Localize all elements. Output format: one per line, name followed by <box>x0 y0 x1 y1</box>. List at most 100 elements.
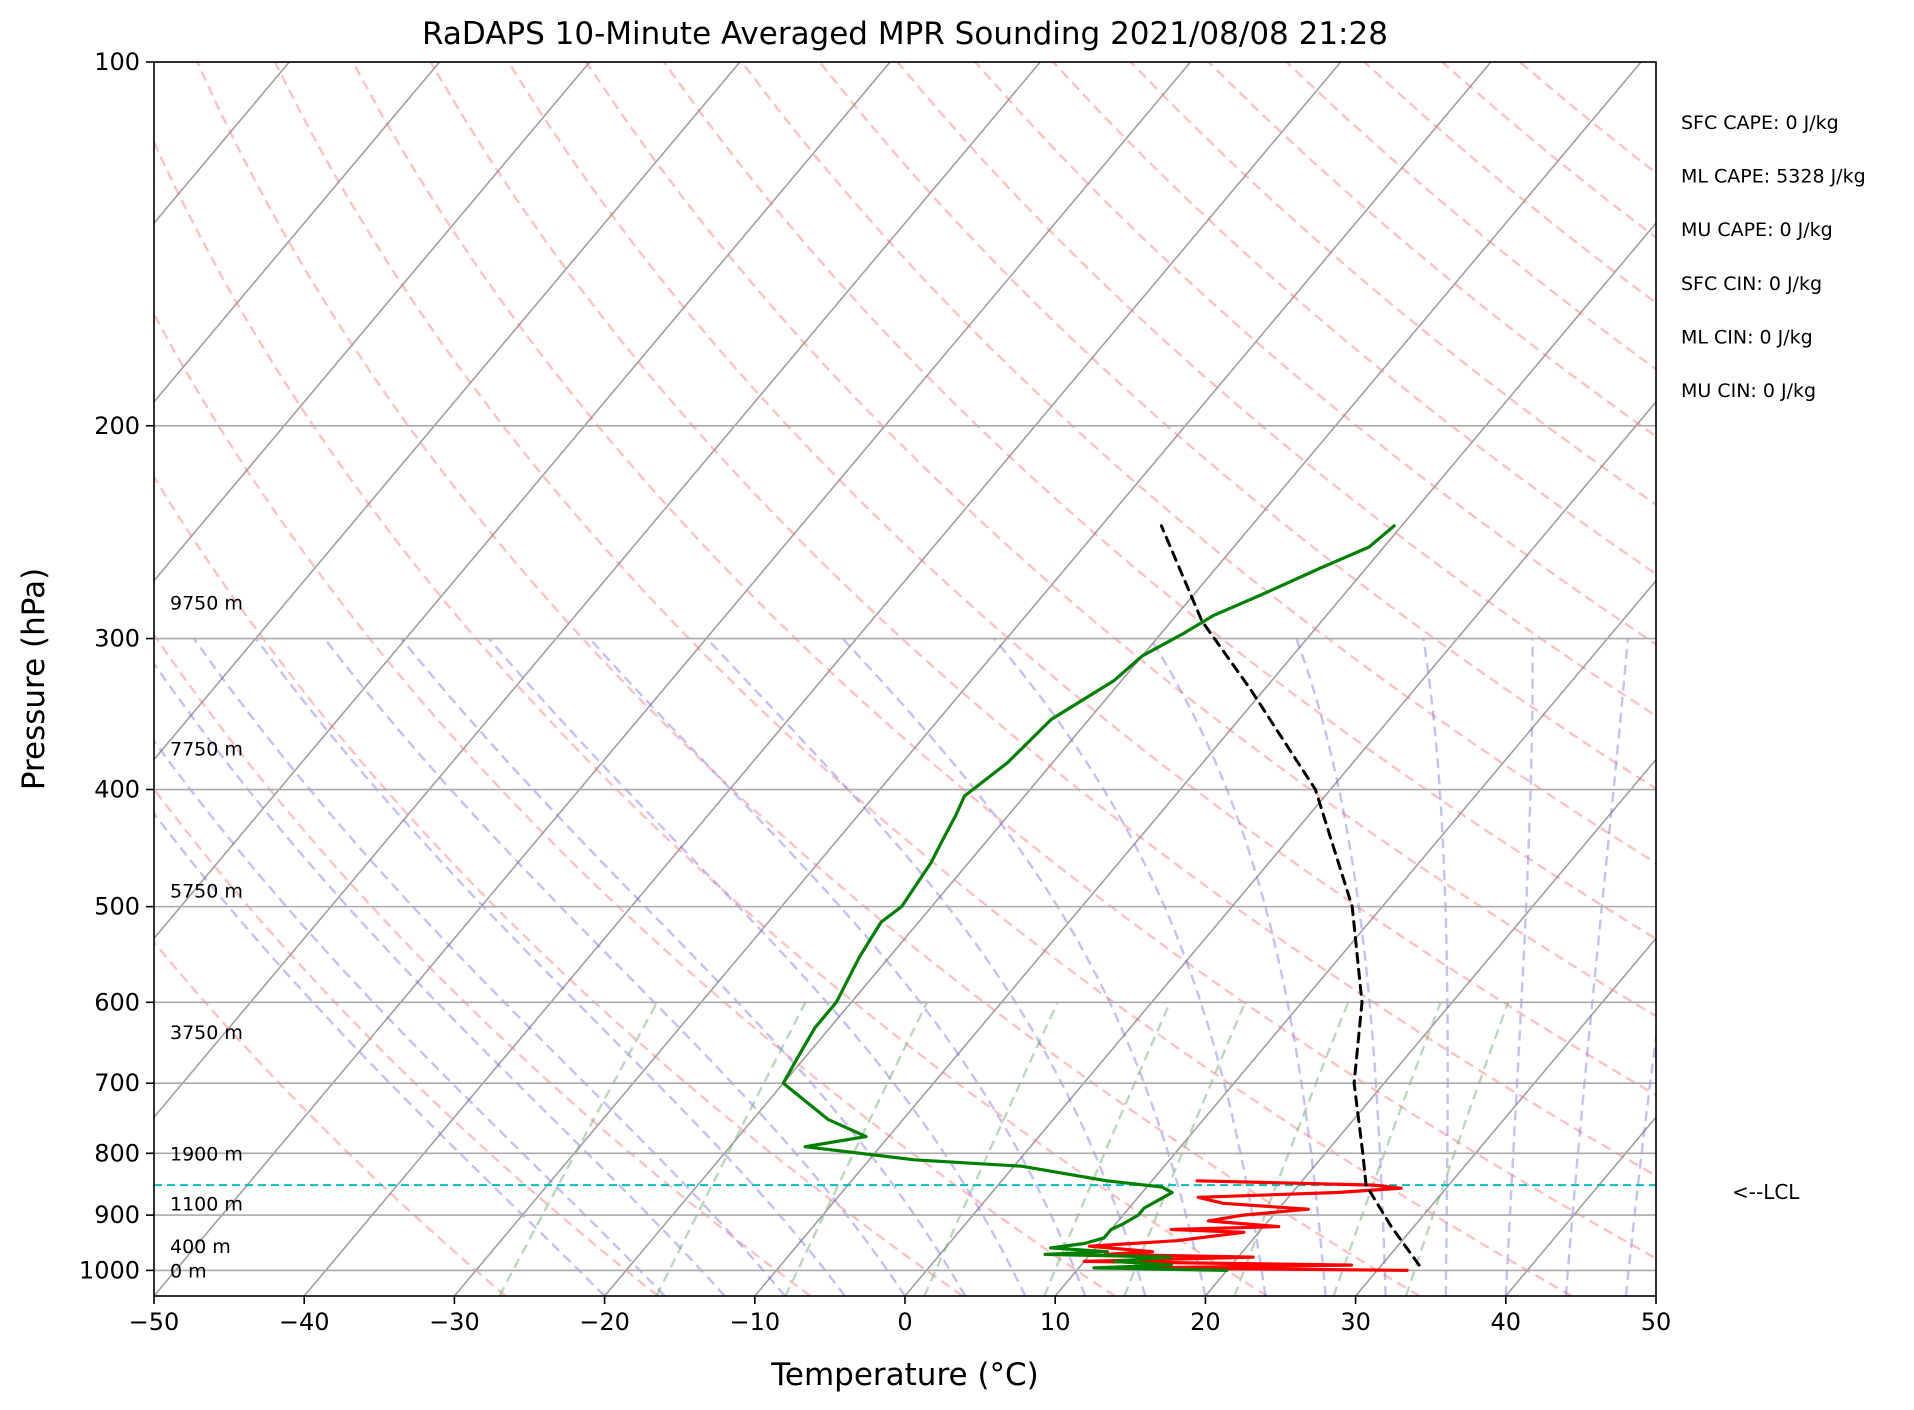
profile-series <box>781 524 1421 1273</box>
annotation-text: SFC CIN: 0 J/kg <box>1681 273 1822 295</box>
x-tick-label: −10 <box>729 1308 780 1336</box>
x-tick-label: 40 <box>1491 1308 1522 1336</box>
moist-adiabat-line <box>1624 1028 1656 1296</box>
background-lines <box>154 62 1914 1296</box>
height-label: 7750 m <box>170 739 243 761</box>
isotherm-line <box>154 62 441 404</box>
moist-adiabat-line <box>1149 637 1327 1296</box>
dry-adiabat-line <box>154 940 507 1296</box>
y-tick-label: 400 <box>94 776 140 804</box>
moist-adiabat-line <box>192 637 786 1296</box>
mixing-ratio-line <box>1043 1001 1172 1296</box>
moist-adiabat-line <box>588 637 1087 1296</box>
isotherm-line <box>453 62 1492 1296</box>
annotation-text: ML CAPE: 5328 J/kg <box>1681 166 1866 188</box>
dry-adiabat-line <box>1129 62 1656 507</box>
isotherm-line <box>154 62 741 761</box>
moist-adiabat-line <box>254 637 846 1296</box>
y-tick-label: 800 <box>94 1139 140 1167</box>
chart-title: RaDAPS 10-Minute Averaged MPR Sounding 2… <box>422 16 1388 52</box>
annotation-text: MU CAPE: 0 J/kg <box>1681 219 1833 241</box>
isotherm-line <box>603 62 1642 1296</box>
dry-adiabat-line <box>1052 62 1656 576</box>
moist-adiabat-line <box>323 637 906 1296</box>
series-line-2 <box>1159 524 1421 1267</box>
dry-adiabat-line <box>1519 62 1656 175</box>
x-tick-label: 50 <box>1641 1308 1672 1336</box>
dry-adiabat-line <box>818 62 1656 791</box>
x-tick-label: 30 <box>1340 1308 1371 1336</box>
height-label: 1900 m <box>170 1143 243 1165</box>
mixing-ratio-line <box>1404 1001 1510 1296</box>
x-tick-label: −20 <box>579 1308 630 1336</box>
isotherm-line <box>154 62 1041 1119</box>
x-tick-label: 20 <box>1190 1308 1221 1336</box>
height-label: 9750 m <box>170 592 243 614</box>
moist-adiabat-line <box>1564 638 1630 1296</box>
isotherm-line <box>154 62 891 940</box>
moist-adiabat-line <box>706 637 1147 1296</box>
y-axis-label: Pressure (hPa) <box>16 568 52 790</box>
cape-cin-annotations: SFC CAPE: 0 J/kg ML CAPE: 5328 J/kg MU CAP… <box>1681 112 1866 402</box>
isotherm-line <box>1054 579 1656 1296</box>
mixing-ratio-line <box>923 1001 1059 1296</box>
y-tick-label: 700 <box>94 1069 140 1097</box>
x-tick-label: 0 <box>897 1308 912 1336</box>
y-tick-label: 200 <box>94 412 140 440</box>
mixing-ratio-line <box>1233 1001 1350 1296</box>
isotherm-line <box>154 62 591 582</box>
dry-adiabat-line <box>154 311 1116 1296</box>
dry-adiabat-line <box>585 62 1656 1018</box>
lcl-label: <--LCL <box>1732 1180 1800 1204</box>
dry-adiabat-line <box>507 62 1656 1097</box>
y-tick-label: 500 <box>94 893 140 921</box>
moist-adiabat-line <box>841 637 1207 1296</box>
mixing-ratio-line <box>655 1001 807 1296</box>
x-tick-label: −30 <box>429 1308 480 1336</box>
annotation-text: SFC CAPE: 0 J/kg <box>1681 112 1839 134</box>
isotherm-line <box>1505 1115 1656 1296</box>
dry-adiabat-line <box>154 787 659 1296</box>
moist-adiabat-line <box>154 738 666 1296</box>
dry-adiabat-line <box>154 632 812 1296</box>
isotherm-line <box>904 400 1656 1296</box>
dry-adiabat-line <box>154 474 964 1296</box>
y-tick-label: 300 <box>94 625 140 653</box>
x-axis-ticks: −50 −40 −30 −20 −10 0 10 20 30 40 50 <box>129 1296 1672 1336</box>
y-tick-label: 1000 <box>79 1256 140 1284</box>
height-label: 3750 m <box>170 1022 243 1044</box>
y-axis-ticks: 100 200 300 400 500 600 700 800 900 1000 <box>79 48 154 1284</box>
dry-adiabat-line <box>974 62 1656 646</box>
dry-adiabat-line <box>663 62 1656 941</box>
annotation-text: ML CIN: 0 J/kg <box>1681 326 1813 348</box>
moist-adiabat-line <box>1422 638 1449 1296</box>
isotherm-line <box>1806 62 1914 1296</box>
x-axis-label: Temperature (°C) <box>770 1357 1039 1393</box>
dry-adiabat-line <box>740 62 1656 865</box>
dry-adiabat-line <box>1207 62 1656 438</box>
pressure-gridlines <box>154 62 1656 1272</box>
y-tick-label: 600 <box>94 988 140 1016</box>
moist-adiabat-line <box>487 637 1027 1296</box>
x-tick-label: 10 <box>1040 1308 1071 1336</box>
x-tick-label: −40 <box>279 1308 330 1336</box>
isotherm-line <box>1354 937 1656 1296</box>
series-line-1 <box>781 524 1396 1273</box>
isotherm-line <box>1655 1294 1656 1296</box>
moist-adiabat-line <box>993 637 1267 1296</box>
y-tick-label: 900 <box>94 1201 140 1229</box>
mixing-ratio-line <box>784 1001 929 1296</box>
mixing-ratio-line <box>498 1001 659 1296</box>
moist-adiabat-line <box>154 661 726 1296</box>
isotherm-line <box>754 221 1656 1296</box>
height-label: 1100 m <box>170 1193 243 1215</box>
x-tick-label: −50 <box>129 1308 180 1336</box>
isotherm-line <box>303 62 1342 1296</box>
isotherm-line <box>154 62 1192 1296</box>
annotation-text: MU CIN: 0 J/kg <box>1681 380 1816 402</box>
dry-adiabat-line <box>351 62 1656 1260</box>
dry-adiabat-line <box>1441 62 1656 240</box>
dry-adiabat-line <box>273 62 1573 1296</box>
